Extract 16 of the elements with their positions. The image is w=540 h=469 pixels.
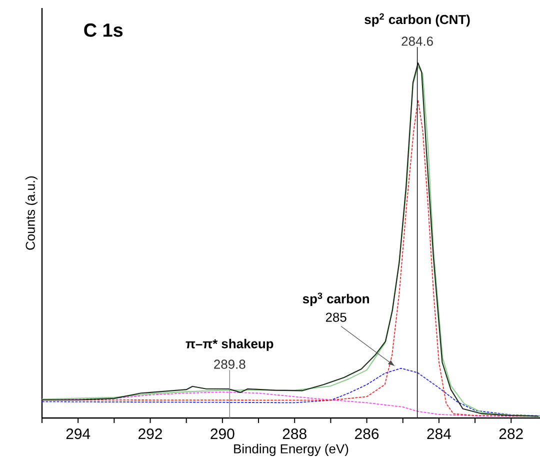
x-tick-label: 282 (499, 428, 523, 440)
x-tick-label: 290 (210, 428, 234, 440)
x-tick-label: 294 (66, 428, 90, 440)
annotation: sp$^{2}$ carbon (CNT) (364, 13, 470, 27)
ref-line-label: 289.8 (214, 360, 246, 369)
chart-title: C 1s (84, 23, 123, 37)
annotation: π–π* shakeup (186, 338, 274, 351)
ref-line-label: 284.6 (402, 36, 433, 46)
x-axis-title: Binding Energy (eV) (234, 444, 348, 456)
y-axis-title: Counts (a.u.) (25, 176, 38, 250)
annotation: 285 (326, 312, 346, 322)
x-tick-label: 286 (355, 428, 379, 440)
x-tick-label: 288 (282, 428, 306, 440)
x-tick-label: 284 (427, 428, 451, 440)
x-tick-label: 292 (138, 428, 162, 440)
annotation: sp$^{3}$ carbon (302, 292, 369, 306)
